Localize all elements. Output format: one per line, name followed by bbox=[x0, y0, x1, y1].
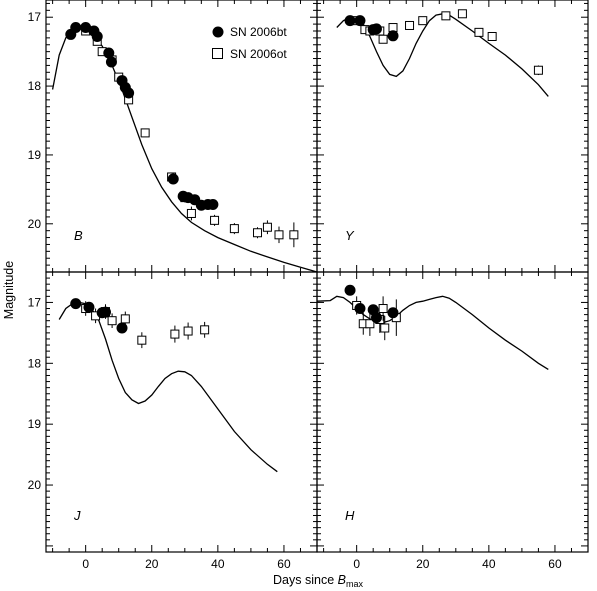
x-axis-title-band: B bbox=[338, 573, 346, 587]
sn2006bt-point-B bbox=[167, 173, 179, 185]
sn2006bt-point-Y bbox=[354, 15, 366, 27]
panel-H: 0 20 40 60 H bbox=[316, 271, 589, 571]
x-tick-label-H: 20 bbox=[416, 557, 430, 571]
sn2006ot-point-B bbox=[274, 230, 284, 240]
panel-frame-J bbox=[45, 271, 318, 553]
x-tick-label-H: 40 bbox=[482, 557, 496, 571]
sn2006ot-point-J bbox=[183, 326, 193, 336]
sn2006ot-point-Y bbox=[487, 31, 497, 41]
sn2006bt-point-H bbox=[387, 307, 399, 319]
sn2006bt-point-B bbox=[91, 30, 103, 42]
sn2006ot-point-B bbox=[210, 215, 220, 225]
sn2006bt-point-J bbox=[116, 322, 128, 334]
sn2006ot-point-Y bbox=[441, 11, 451, 21]
y-tick-label-J: 17 bbox=[28, 295, 42, 309]
legend-label-sn2006bt: SN 2006bt bbox=[230, 25, 287, 39]
sn2006ot-point-B bbox=[140, 128, 150, 138]
y-tick-label-B: 17 bbox=[28, 10, 42, 24]
y-tick-label-B: 19 bbox=[28, 148, 42, 162]
legend: SN 2006bt SN 2006ot bbox=[212, 25, 287, 61]
sn2006ot-point-J bbox=[170, 329, 180, 339]
panel-frame-H bbox=[316, 271, 589, 553]
panel-J: 17 18 19 20 0 20 40 60 J bbox=[28, 271, 318, 571]
template-curve-H bbox=[316, 295, 549, 370]
legend-label-sn2006ot: SN 2006ot bbox=[230, 47, 287, 61]
y-tick-label-J: 18 bbox=[28, 356, 42, 370]
sn2006bt-point-Y bbox=[387, 30, 399, 42]
x-axis-title: Days since Bmax bbox=[273, 573, 363, 589]
sn2006ot-point-B bbox=[262, 222, 272, 232]
y-tick-label-J: 19 bbox=[28, 417, 42, 431]
x-tick-label-J: 60 bbox=[277, 557, 291, 571]
sn2006ot-point-Y bbox=[533, 65, 543, 75]
sn2006ot-point-Y bbox=[474, 27, 484, 37]
sn2006bt-point-B bbox=[80, 22, 92, 34]
sn2006bt-point-B bbox=[207, 199, 219, 211]
y-tick-label-J: 20 bbox=[28, 478, 42, 492]
band-label-B: B bbox=[74, 228, 83, 243]
sn2006bt-point-B bbox=[103, 47, 115, 59]
y-tick-label-B: 18 bbox=[28, 79, 42, 93]
y-tick-label-B: 20 bbox=[28, 217, 42, 231]
sn2006bt-point-B bbox=[123, 87, 135, 99]
sn2006ot-point-H bbox=[380, 323, 390, 333]
sn2006bt-point-J bbox=[99, 306, 111, 318]
panel-Y: Y bbox=[316, 0, 589, 273]
sn2006ot-point-J bbox=[200, 325, 210, 335]
x-axis-title-text: Days since bbox=[273, 573, 338, 587]
sn2006ot-point-J bbox=[137, 335, 147, 345]
y-axis-title: Magnitude bbox=[2, 261, 16, 319]
sn2006ot-point-B bbox=[186, 208, 196, 218]
band-label-J: J bbox=[73, 508, 81, 523]
sn2006ot-point-Y bbox=[405, 20, 415, 30]
sn2006bt-point-H bbox=[354, 303, 366, 315]
sn2006ot-point-J bbox=[120, 314, 130, 324]
sn2006bt-point-H bbox=[370, 312, 382, 324]
x-tick-label-J: 0 bbox=[82, 557, 89, 571]
sn2006ot-point-Y bbox=[378, 34, 388, 44]
sn2006bt-point-Y bbox=[370, 23, 382, 35]
template-curve-J bbox=[58, 301, 278, 473]
sn2006ot-point-Y bbox=[457, 9, 467, 19]
panels-group: 17 18 19 20 B Y 17 18 19 20 0 20 40 60 J 0 20 40 60 H bbox=[28, 0, 589, 571]
band-label-Y: Y bbox=[345, 228, 355, 243]
sn2006ot-point-J bbox=[107, 316, 117, 326]
x-tick-label-H: 60 bbox=[548, 557, 562, 571]
x-tick-label-J: 20 bbox=[145, 557, 159, 571]
sn2006ot-point-B bbox=[289, 230, 299, 240]
sn2006ot-point-B bbox=[253, 228, 263, 238]
sn2006ot-point-H bbox=[378, 304, 388, 314]
x-tick-label-J: 40 bbox=[211, 557, 225, 571]
panel-frame-Y bbox=[316, 0, 589, 273]
sn2006bt-point-B bbox=[70, 22, 82, 34]
panel-B: 17 18 19 20 B bbox=[28, 0, 318, 273]
sn2006bt-point-J bbox=[70, 298, 82, 310]
x-axis-title-subscript: max bbox=[346, 579, 364, 589]
band-label-H: H bbox=[345, 508, 355, 523]
sn2006bt-point-J bbox=[83, 301, 95, 313]
sn2006bt-point-B bbox=[105, 56, 117, 68]
sn2006ot-point-H bbox=[365, 319, 375, 329]
sn2006ot-point-Y bbox=[418, 16, 428, 26]
sn2006bt-point-Y bbox=[344, 15, 356, 27]
sn2006ot-point-B bbox=[229, 224, 239, 234]
legend-marker-sn2006ot bbox=[212, 48, 223, 59]
sn2006bt-point-H bbox=[344, 284, 356, 296]
x-tick-label-H: 0 bbox=[353, 557, 360, 571]
legend-marker-sn2006bt bbox=[212, 26, 224, 38]
